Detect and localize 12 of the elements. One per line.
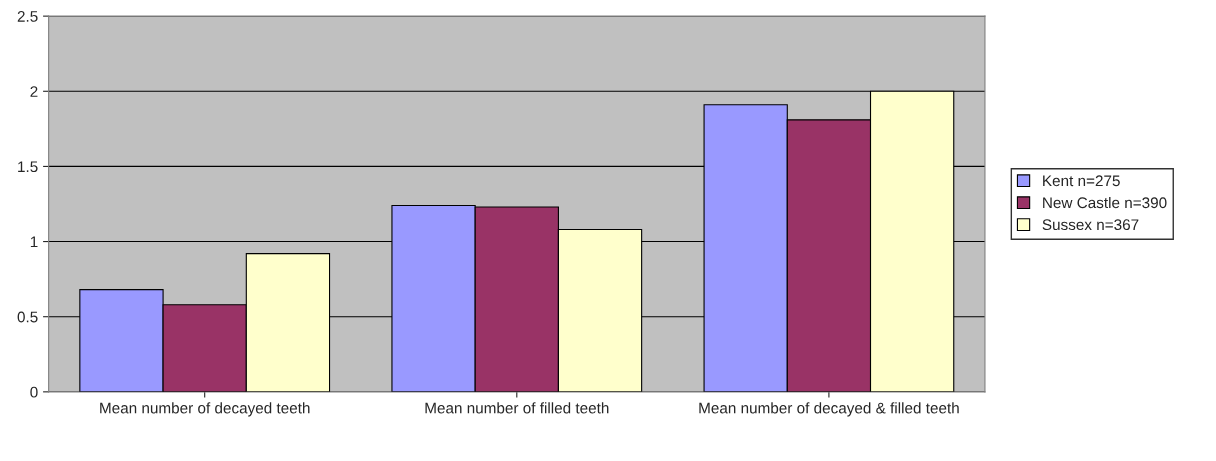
x-tick-label: Mean number of filled teeth [425,402,609,414]
y-tick-label: 0 [30,386,38,398]
legend-label: Sussex n=367 [1042,219,1139,231]
legend-label: New Castle n=390 [1043,196,1167,209]
y-tick-label: 2.5 [17,11,38,22]
x-tick-label: Mean number of decayed teeth [100,402,310,417]
legend-label: Kent n=275 [1043,175,1120,187]
y-tick-label: 1 [30,236,38,248]
x-tick-label: Mean number of decayed & filled teeth [699,402,959,417]
y-tick-label: 1.5 [18,161,38,173]
y-tick-label: 0.5 [17,311,38,323]
y-tick-label: 2 [30,86,38,97]
